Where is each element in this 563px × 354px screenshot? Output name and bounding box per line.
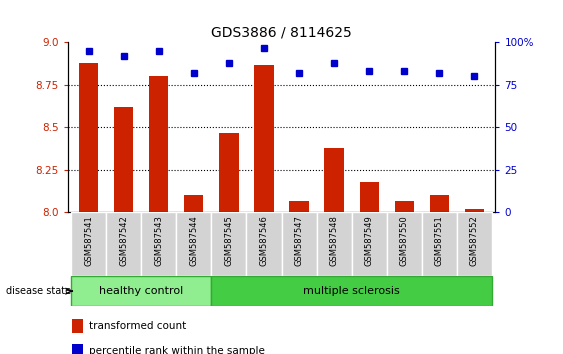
Text: GSM587552: GSM587552 (470, 215, 479, 266)
Text: GSM587551: GSM587551 (435, 215, 444, 266)
Bar (71, 276, 211, 306)
Bar (352, 212, 387, 276)
Bar (184, 195, 203, 212)
Text: healthy control: healthy control (99, 286, 184, 296)
Bar (247, 212, 282, 276)
Text: multiple sclerosis: multiple sclerosis (303, 286, 400, 296)
Text: GSM587542: GSM587542 (119, 215, 128, 266)
Text: GSM587545: GSM587545 (225, 215, 234, 266)
Bar (114, 107, 133, 212)
Text: GSM587549: GSM587549 (365, 215, 374, 266)
Bar (422, 212, 457, 276)
Text: GSM587546: GSM587546 (260, 215, 269, 266)
Bar (254, 64, 274, 212)
Text: disease state: disease state (6, 286, 71, 296)
Bar (457, 212, 492, 276)
Text: GSM587548: GSM587548 (329, 215, 338, 266)
Bar (72, 319, 83, 333)
Bar (141, 212, 176, 276)
Bar (72, 344, 83, 354)
Bar (176, 212, 211, 276)
Text: GSM587541: GSM587541 (84, 215, 93, 266)
Bar (289, 200, 309, 212)
Text: percentile rank within the sample: percentile rank within the sample (89, 346, 265, 354)
Bar (106, 212, 141, 276)
Bar (211, 212, 247, 276)
Bar (464, 209, 484, 212)
Text: GSM587544: GSM587544 (189, 215, 198, 266)
Text: transformed count: transformed count (89, 321, 186, 331)
Bar (395, 200, 414, 212)
Text: GSM587543: GSM587543 (154, 215, 163, 266)
Bar (430, 195, 449, 212)
Bar (387, 212, 422, 276)
Bar (324, 148, 344, 212)
Bar (360, 182, 379, 212)
Bar (149, 76, 168, 212)
Bar (71, 212, 106, 276)
Text: GSM587547: GSM587547 (294, 215, 303, 266)
Bar (211, 276, 492, 306)
Bar (219, 132, 239, 212)
Text: GSM587550: GSM587550 (400, 215, 409, 266)
Bar (282, 212, 316, 276)
Title: GDS3886 / 8114625: GDS3886 / 8114625 (211, 26, 352, 40)
Bar (79, 63, 99, 212)
Bar (316, 212, 352, 276)
